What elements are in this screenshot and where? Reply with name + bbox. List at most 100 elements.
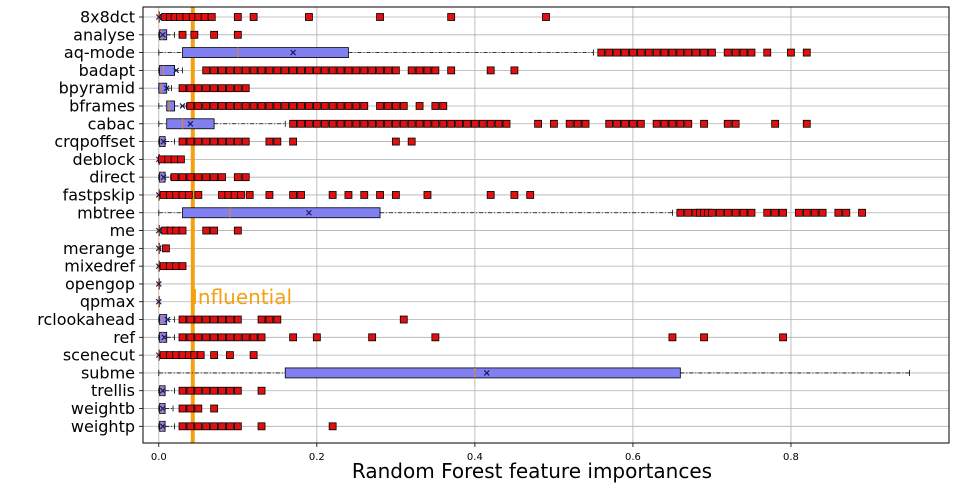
outlier-point bbox=[715, 208, 724, 217]
outlier-point bbox=[257, 102, 266, 110]
y-tick-label: mixedref bbox=[64, 257, 135, 276]
outlier-point bbox=[431, 66, 440, 75]
iqr-box bbox=[182, 207, 381, 219]
feature-bframes bbox=[158, 100, 448, 112]
x-tick-label: 0.0 bbox=[151, 452, 167, 463]
outlier-point bbox=[439, 102, 448, 110]
outlier-point bbox=[233, 137, 242, 146]
outlier-point bbox=[320, 102, 329, 110]
outlier-point bbox=[731, 208, 740, 217]
outlier-point bbox=[660, 119, 669, 128]
outlier-point bbox=[723, 48, 732, 57]
feature-rclookahead bbox=[158, 314, 408, 325]
outlier-point bbox=[423, 119, 432, 128]
outlier-point bbox=[186, 386, 195, 395]
outlier-point bbox=[336, 66, 345, 75]
y-tick-label: badapt bbox=[79, 61, 135, 80]
outlier-point bbox=[802, 208, 811, 217]
x-tick-label: 0.4 bbox=[467, 452, 483, 463]
outlier-point bbox=[218, 137, 226, 146]
y-tick-label: aq-mode bbox=[64, 43, 135, 62]
outlier-point bbox=[415, 119, 424, 128]
mean-marker bbox=[187, 120, 194, 127]
outlier-point bbox=[178, 315, 187, 324]
outlier-point bbox=[352, 102, 361, 110]
feature-aq-mode bbox=[158, 47, 811, 58]
outlier-point bbox=[621, 48, 629, 57]
outlier-point bbox=[186, 422, 195, 431]
outlier-point bbox=[210, 137, 219, 146]
outlier-point bbox=[218, 386, 226, 395]
y-tick-label: 8x8dct bbox=[80, 8, 135, 27]
outlier-point bbox=[202, 226, 211, 235]
feature-subme bbox=[158, 367, 910, 379]
outlier-point bbox=[660, 48, 669, 57]
boxes bbox=[155, 11, 910, 432]
x-tick-label: 0.6 bbox=[625, 452, 641, 463]
outlier-point bbox=[297, 119, 305, 128]
outlier-point bbox=[352, 66, 361, 75]
outlier-point bbox=[186, 137, 195, 146]
outlier-point bbox=[273, 137, 282, 146]
outlier-point bbox=[194, 137, 203, 146]
feature-cabac bbox=[158, 118, 811, 130]
mean-marker bbox=[161, 334, 168, 341]
outlier-point bbox=[190, 30, 199, 39]
outlier-point bbox=[391, 191, 400, 199]
outlier-point bbox=[842, 208, 851, 217]
outlier-point bbox=[233, 315, 242, 324]
outlier-point bbox=[289, 137, 298, 146]
outlier-point bbox=[565, 119, 574, 128]
y-tick-label: scenecut bbox=[63, 346, 135, 365]
outlier-point bbox=[210, 333, 219, 342]
outlier-point bbox=[636, 119, 645, 128]
outlier-point bbox=[573, 119, 582, 128]
outlier-point bbox=[233, 13, 242, 21]
y-tick-label: mbtree bbox=[77, 203, 135, 222]
outlier-point bbox=[668, 119, 677, 128]
outlier-point bbox=[384, 119, 392, 128]
mean-marker bbox=[155, 227, 162, 234]
outlier-point bbox=[170, 173, 179, 182]
outlier-point bbox=[802, 119, 811, 128]
outlier-point bbox=[257, 333, 266, 342]
outlier-point bbox=[810, 208, 819, 217]
outlier-point bbox=[218, 66, 226, 75]
mean-marker bbox=[159, 31, 166, 38]
feature-trellis bbox=[158, 385, 266, 397]
mean-marker bbox=[159, 405, 166, 412]
outlier-point bbox=[184, 191, 193, 199]
outlier-point bbox=[194, 173, 203, 182]
outlier-point bbox=[249, 66, 258, 75]
outlier-point bbox=[226, 422, 234, 431]
outlier-point bbox=[708, 208, 716, 217]
outlier-point bbox=[360, 191, 369, 199]
outlier-point bbox=[178, 84, 187, 93]
outlier-point bbox=[447, 13, 456, 21]
outlier-point bbox=[534, 119, 542, 128]
mean-marker bbox=[164, 316, 171, 323]
outlier-point bbox=[376, 191, 384, 199]
outlier-point bbox=[684, 208, 693, 217]
feature-qpmax bbox=[155, 296, 162, 308]
outlier-point bbox=[494, 119, 503, 128]
mean-marker bbox=[483, 369, 490, 376]
outlier-point bbox=[652, 119, 661, 128]
y-tick-label: opengop bbox=[65, 274, 135, 293]
outlier-point bbox=[305, 13, 313, 21]
outlier-point bbox=[431, 333, 440, 342]
outlier-point bbox=[328, 119, 337, 128]
outlier-point bbox=[210, 226, 219, 235]
outlier-point bbox=[858, 208, 866, 217]
outlier-point bbox=[186, 404, 195, 413]
outlier-point bbox=[202, 386, 211, 395]
outlier-point bbox=[368, 333, 377, 342]
outlier-point bbox=[257, 386, 266, 395]
outlier-point bbox=[320, 66, 329, 75]
mean-marker bbox=[159, 423, 166, 430]
outlier-point bbox=[200, 13, 209, 21]
outlier-point bbox=[257, 422, 266, 431]
outlier-point bbox=[818, 208, 827, 217]
feature-crqpoffset bbox=[158, 136, 416, 147]
outlier-point bbox=[233, 333, 242, 342]
